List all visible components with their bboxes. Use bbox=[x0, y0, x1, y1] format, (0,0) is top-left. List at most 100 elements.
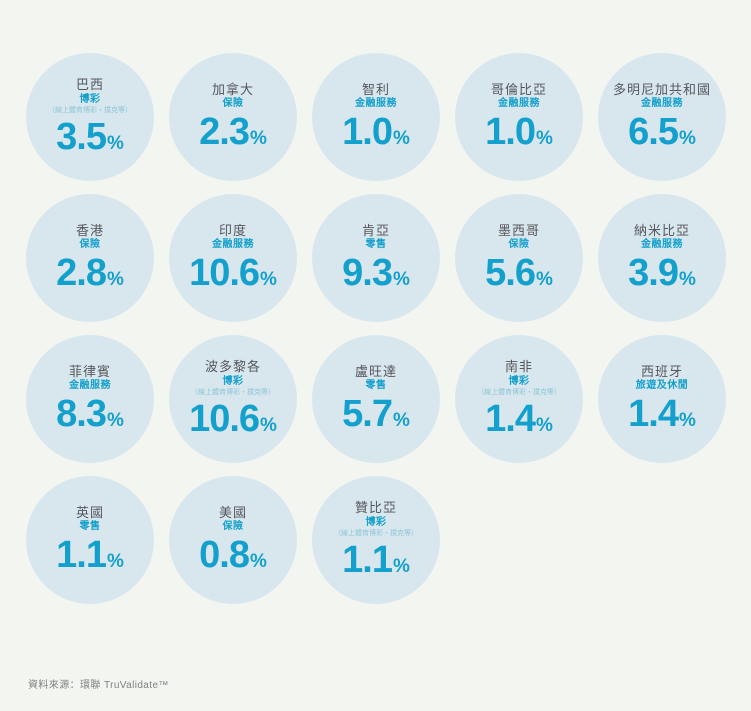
percentage-number: 2.3 bbox=[199, 111, 250, 154]
percent-sign: % bbox=[392, 410, 410, 432]
country-name: 智利 bbox=[361, 81, 390, 97]
percentage-number: 10.6 bbox=[189, 398, 260, 441]
industry-label: 保險 bbox=[222, 521, 244, 533]
percentage-value: 1.4% bbox=[485, 400, 553, 438]
country-name: 肯亞 bbox=[361, 222, 390, 238]
industry-label: 博彩 bbox=[508, 375, 530, 387]
country-bubble: 加拿大 保險 2.3% bbox=[169, 53, 297, 181]
country-name: 西班牙 bbox=[640, 363, 683, 379]
percentage-number: 1.0 bbox=[342, 111, 393, 154]
percent-sign: % bbox=[260, 415, 277, 437]
percent-sign: % bbox=[535, 128, 553, 150]
industry-label: 金融服務 bbox=[641, 98, 683, 110]
percent-sign: % bbox=[392, 269, 410, 291]
country-name: 巴西 bbox=[75, 76, 104, 92]
country-bubble: 納米比亞 金融服務 3.9% bbox=[598, 194, 726, 322]
percentage-number: 9.3 bbox=[342, 252, 393, 295]
industry-note: （線上體育博彩・撲克等） bbox=[477, 388, 561, 396]
percentage-value: 5.6% bbox=[485, 254, 553, 292]
country-bubble: 肯亞 零售 9.3% bbox=[312, 194, 440, 322]
country-name: 美國 bbox=[218, 504, 247, 520]
percentage-number: 1.4 bbox=[628, 393, 679, 436]
industry-label: 零售 bbox=[365, 239, 387, 251]
percentage-number: 0.8 bbox=[199, 534, 250, 577]
industry-label: 保險 bbox=[79, 239, 101, 251]
country-name: 贊比亞 bbox=[354, 499, 397, 515]
industry-label: 金融服務 bbox=[355, 98, 397, 110]
country-name: 多明尼加共和國 bbox=[612, 81, 711, 97]
source-note: 資料來源：環聯 TruValidate™ bbox=[28, 680, 169, 691]
industry-label: 博彩 bbox=[222, 375, 244, 387]
country-name: 盧旺達 bbox=[354, 363, 397, 379]
percentage-number: 1.4 bbox=[485, 398, 536, 441]
percentage-number: 5.7 bbox=[342, 393, 393, 436]
industry-label: 博彩 bbox=[365, 516, 387, 528]
percentage-number: 1.0 bbox=[485, 111, 536, 154]
percentage-number: 1.1 bbox=[342, 539, 393, 582]
industry-label: 零售 bbox=[365, 380, 387, 392]
percentage-value: 2.8% bbox=[56, 254, 124, 292]
percentage-value: 3.9% bbox=[628, 254, 696, 292]
percentage-value: 1.0% bbox=[342, 113, 410, 151]
percentage-value: 1.0% bbox=[485, 113, 553, 151]
country-bubble: 南非 博彩 （線上體育博彩・撲克等） 1.4% bbox=[455, 335, 583, 463]
industry-label: 金融服務 bbox=[641, 239, 683, 251]
country-bubble: 香港 保險 2.8% bbox=[26, 194, 154, 322]
percentage-value: 1.1% bbox=[56, 536, 124, 574]
percentage-value: 10.6% bbox=[189, 400, 277, 438]
country-bubble: 墨西哥 保險 5.6% bbox=[455, 194, 583, 322]
country-name: 菲律賓 bbox=[68, 363, 111, 379]
country-bubble: 印度 金融服務 10.6% bbox=[169, 194, 297, 322]
percent-sign: % bbox=[249, 128, 267, 150]
percentage-number: 1.1 bbox=[56, 534, 107, 577]
percent-sign: % bbox=[392, 556, 410, 578]
percentage-value: 5.7% bbox=[342, 395, 410, 433]
country-name: 哥倫比亞 bbox=[490, 81, 547, 97]
country-bubble: 盧旺達 零售 5.7% bbox=[312, 335, 440, 463]
percent-sign: % bbox=[392, 128, 410, 150]
bubble-grid: 巴西 博彩 （線上體育博彩・撲克等） 3.5% 加拿大 保險 2.3% 智利 金… bbox=[26, 53, 726, 604]
percent-sign: % bbox=[678, 410, 696, 432]
country-name: 南非 bbox=[504, 358, 533, 374]
percent-sign: % bbox=[106, 269, 124, 291]
country-name: 印度 bbox=[218, 222, 247, 238]
country-name: 墨西哥 bbox=[497, 222, 540, 238]
percentage-value: 1.4% bbox=[628, 395, 696, 433]
percent-sign: % bbox=[678, 269, 696, 291]
percentage-number: 5.6 bbox=[485, 252, 536, 295]
percentage-value: 3.5% bbox=[56, 118, 124, 156]
industry-label: 博彩 bbox=[79, 93, 101, 105]
industry-label: 金融服務 bbox=[212, 239, 254, 251]
percentage-value: 0.8% bbox=[199, 536, 267, 574]
country-name: 納米比亞 bbox=[633, 222, 690, 238]
country-name: 波多黎各 bbox=[204, 358, 261, 374]
industry-label: 零售 bbox=[79, 521, 101, 533]
percent-sign: % bbox=[260, 269, 277, 291]
country-bubble: 哥倫比亞 金融服務 1.0% bbox=[455, 53, 583, 181]
country-bubble: 多明尼加共和國 金融服務 6.5% bbox=[598, 53, 726, 181]
country-bubble: 西班牙 旅遊及休閒 1.4% bbox=[598, 335, 726, 463]
percentage-number: 2.8 bbox=[56, 252, 107, 295]
percent-sign: % bbox=[249, 551, 267, 573]
country-name: 英國 bbox=[75, 504, 104, 520]
industry-label: 旅遊及休閒 bbox=[635, 380, 689, 392]
percentage-number: 3.5 bbox=[56, 116, 107, 159]
industry-note: （線上體育博彩・撲克等） bbox=[334, 529, 418, 537]
percentage-number: 6.5 bbox=[628, 111, 679, 154]
country-bubble: 菲律賓 金融服務 8.3% bbox=[26, 335, 154, 463]
country-bubble: 美國 保險 0.8% bbox=[169, 476, 297, 604]
percentage-number: 8.3 bbox=[56, 393, 107, 436]
country-name: 香港 bbox=[75, 222, 104, 238]
percent-sign: % bbox=[106, 551, 124, 573]
country-name: 加拿大 bbox=[211, 81, 254, 97]
percent-sign: % bbox=[106, 133, 124, 155]
industry-note: （線上體育博彩・撲克等） bbox=[48, 106, 132, 114]
percentage-value: 1.1% bbox=[342, 541, 410, 579]
percentage-value: 10.6% bbox=[189, 254, 277, 292]
percentage-number: 10.6 bbox=[189, 252, 260, 295]
percentage-value: 9.3% bbox=[342, 254, 410, 292]
country-bubble: 英國 零售 1.1% bbox=[26, 476, 154, 604]
country-bubble: 贊比亞 博彩 （線上體育博彩・撲克等） 1.1% bbox=[312, 476, 440, 604]
percentage-number: 3.9 bbox=[628, 252, 679, 295]
country-bubble: 波多黎各 博彩 （線上體育博彩・撲克等） 10.6% bbox=[169, 335, 297, 463]
